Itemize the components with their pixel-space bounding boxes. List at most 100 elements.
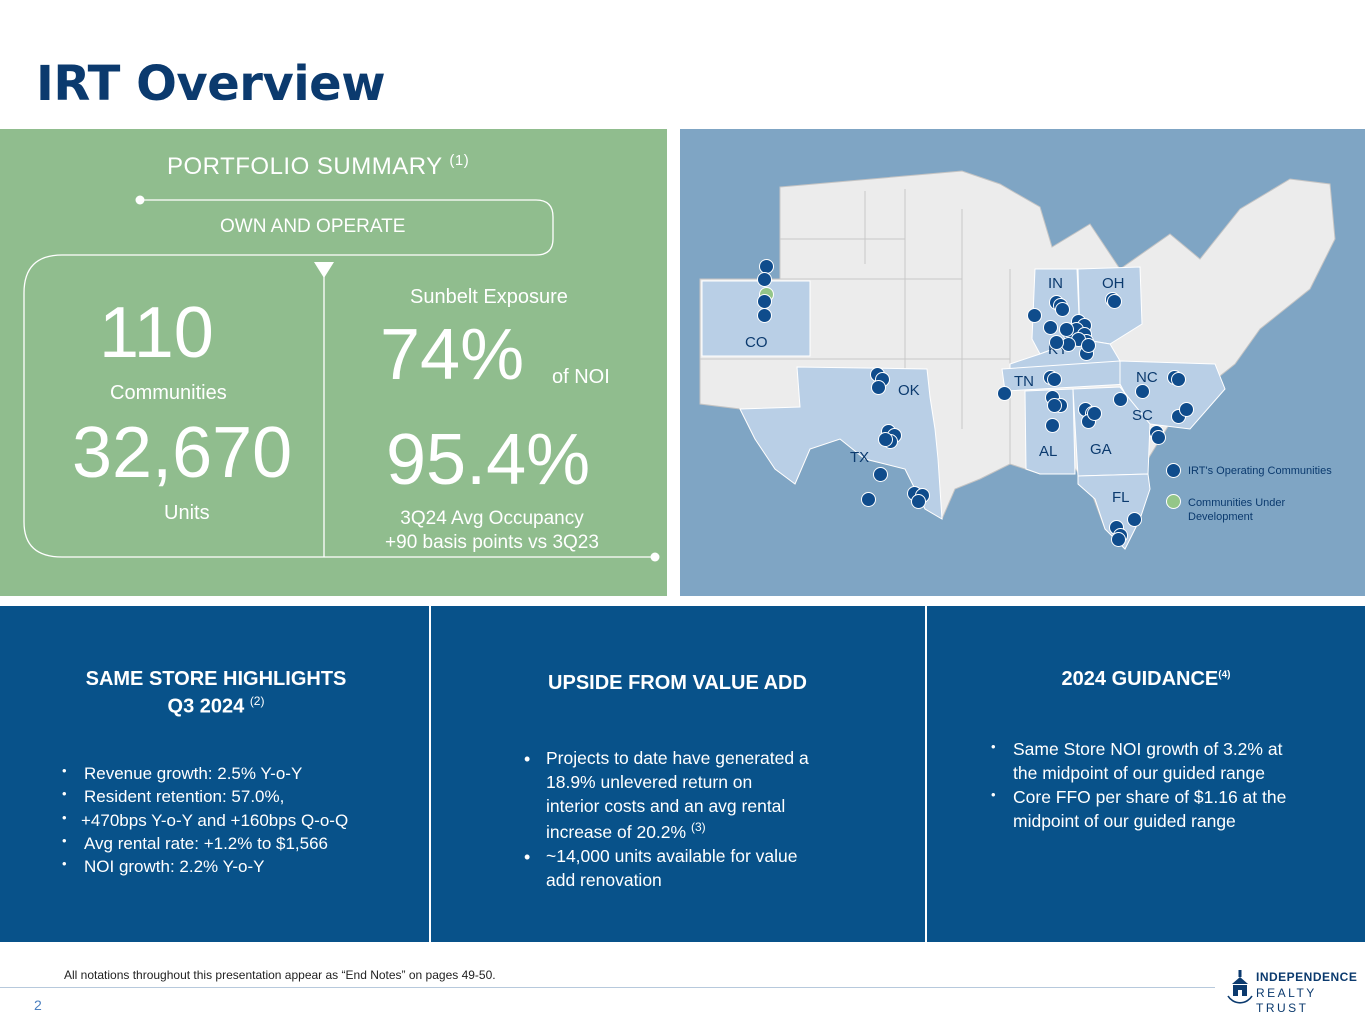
operating-community-marker <box>1055 302 1070 317</box>
legend-development-label: Communities Under Development <box>1188 496 1285 525</box>
sunbelt-suffix: of NOI <box>552 366 610 388</box>
operating-community-marker <box>873 467 888 482</box>
same-store-list: Revenue growth: 2.5% Y-o-Y Resident rete… <box>62 762 402 878</box>
operating-community-marker <box>1135 384 1150 399</box>
operating-community-marker <box>861 492 876 507</box>
state-label-sc: SC <box>1132 407 1153 424</box>
sunbelt-label: Sunbelt Exposure <box>410 286 568 308</box>
operating-community-marker <box>1087 406 1102 421</box>
occupancy-label-line1: 3Q24 Avg Occupancy <box>400 508 584 529</box>
us-map <box>699 170 1336 550</box>
operating-community-marker <box>997 386 1012 401</box>
logo-line2: REALTY TRUST <box>1256 985 1317 1016</box>
legend-development-line2: Development <box>1188 511 1253 524</box>
operating-community-marker <box>757 272 772 287</box>
state-label-ok: OK <box>898 382 920 399</box>
operating-community-marker <box>1047 398 1062 413</box>
column-divider-2 <box>925 606 927 942</box>
value-add-item-2-line: add renovation <box>546 869 662 890</box>
guidance-list: Same Store NOI growth of 3.2% at the mid… <box>991 738 1311 834</box>
own-operate-banner: OWN AND OPERATE <box>220 216 406 237</box>
irt-logo-wordmark: INDEPENDENCE REALTY TRUST <box>1256 970 1365 1017</box>
state-label-co: CO <box>745 334 768 351</box>
value-add-item-1-line: Projects to date have generated a <box>546 748 809 768</box>
operating-community-marker <box>1049 335 1064 350</box>
irt-logo-icon <box>1227 970 1253 1004</box>
state-label-ga: GA <box>1090 441 1112 458</box>
page-number: 2 <box>34 997 42 1013</box>
operating-community-marker <box>1047 372 1062 387</box>
legend-development-line1: Communities Under <box>1188 497 1286 509</box>
us-map-panel: CO OK TX IN OH KY TN NC SC AL GA FL IRT'… <box>680 129 1365 596</box>
operating-community-marker <box>1107 294 1122 309</box>
occupancy-label: 3Q24 Avg Occupancy +90 basis points vs 3… <box>364 507 620 555</box>
portfolio-bracket-lines <box>23 195 660 562</box>
state-label-in: IN <box>1048 275 1063 292</box>
operating-community-marker <box>878 432 893 447</box>
legend-operating-marker <box>1166 463 1181 478</box>
operating-community-marker <box>1081 338 1096 353</box>
guidance-item: Core FFO per share of $1.16 at the midpo… <box>991 786 1311 834</box>
same-store-title-line1: SAME STORE HIGHLIGHTS <box>85 668 347 690</box>
operating-community-marker <box>1179 402 1194 417</box>
state-texas-oklahoma <box>739 366 943 520</box>
operating-community-marker <box>757 308 772 323</box>
operating-community-marker <box>1127 512 1142 527</box>
state-co <box>701 280 811 357</box>
portfolio-heading-text: PORTFOLIO SUMMARY <box>167 153 443 180</box>
operating-community-marker <box>1111 532 1126 547</box>
end-notes-footnote: All notations throughout this presentati… <box>64 968 496 982</box>
same-store-title: SAME STORE HIGHLIGHTS Q3 2024 (2) <box>60 666 372 721</box>
same-store-quarter: Q3 2024 <box>167 695 245 718</box>
us-landmass <box>699 170 1336 550</box>
state-label-tn: TN <box>1014 373 1034 390</box>
same-store-item: NOI growth: 2.2% Y-o-Y <box>62 855 402 878</box>
operating-community-marker <box>1113 392 1128 407</box>
same-store-item: Resident retention: 57.0%, <box>62 785 402 808</box>
guidance-title: 2024 GUIDANCE(4) <box>927 666 1365 693</box>
same-store-title-line2: Q3 2024 (2) <box>60 693 372 721</box>
operating-community-marker <box>1151 430 1166 445</box>
footer-rule <box>0 987 1215 988</box>
value-add-item-1-line: interior costs and an avg rental <box>546 795 786 816</box>
legend-development-marker <box>1166 494 1181 509</box>
guidance-title-text: 2024 GUIDANCE <box>1061 668 1219 690</box>
operating-community-marker <box>911 494 926 509</box>
operating-community-marker <box>1043 320 1058 335</box>
state-label-al: AL <box>1039 443 1058 460</box>
value-add-list: Projects to date have generated a 18.9% … <box>524 747 854 893</box>
occupancy-value: 95.4% <box>386 420 591 500</box>
portfolio-summary-panel: PORTFOLIO SUMMARY (1) OWN AND OPERATE 11… <box>0 129 667 596</box>
value-add-title: UPSIDE FROM VALUE ADD <box>548 672 807 694</box>
sunbelt-value: 74% <box>380 315 525 395</box>
state-label-nc: NC <box>1136 369 1158 386</box>
communities-value: 110 <box>99 293 214 373</box>
page-title: IRT Overview <box>36 56 386 112</box>
operating-community-marker <box>1045 418 1060 433</box>
same-store-item-continued: +470bps Y-o-Y and +160bps Q-o-Q <box>62 809 402 832</box>
portfolio-heading-note: (1) <box>449 152 470 169</box>
operating-community-marker <box>871 380 886 395</box>
same-store-item: Revenue growth: 2.5% Y-o-Y <box>62 762 402 785</box>
state-label-tx: TX <box>850 449 870 466</box>
state-label-oh: OH <box>1102 275 1125 292</box>
operating-community-marker <box>757 294 772 309</box>
column-divider-1 <box>429 606 431 942</box>
value-add-item-2: ~14,000 units available for value add re… <box>524 845 854 893</box>
same-store-note: (2) <box>249 694 265 708</box>
state-label-fl: FL <box>1112 489 1130 506</box>
state-nc-sc <box>1119 360 1226 430</box>
guidance-note: (4) <box>1218 669 1231 681</box>
communities-label: Communities <box>110 382 227 404</box>
units-value: 32,670 <box>72 413 293 493</box>
value-add-item-1-line: increase of 20.2% <box>546 821 687 842</box>
legend-operating-label: IRT's Operating Communities <box>1188 465 1332 477</box>
logo-line1: INDEPENDENCE <box>1256 970 1358 984</box>
operating-community-marker <box>1027 308 1042 323</box>
units-label: Units <box>164 502 210 524</box>
guidance-item: Same Store NOI growth of 3.2% at the mid… <box>991 738 1311 786</box>
state-fl <box>1077 473 1151 550</box>
same-store-item: Avg rental rate: +1.2% to $1,566 <box>62 832 402 855</box>
value-add-item-1: Projects to date have generated a 18.9% … <box>524 747 854 845</box>
occupancy-label-line2: +90 basis points vs 3Q23 <box>385 531 599 553</box>
